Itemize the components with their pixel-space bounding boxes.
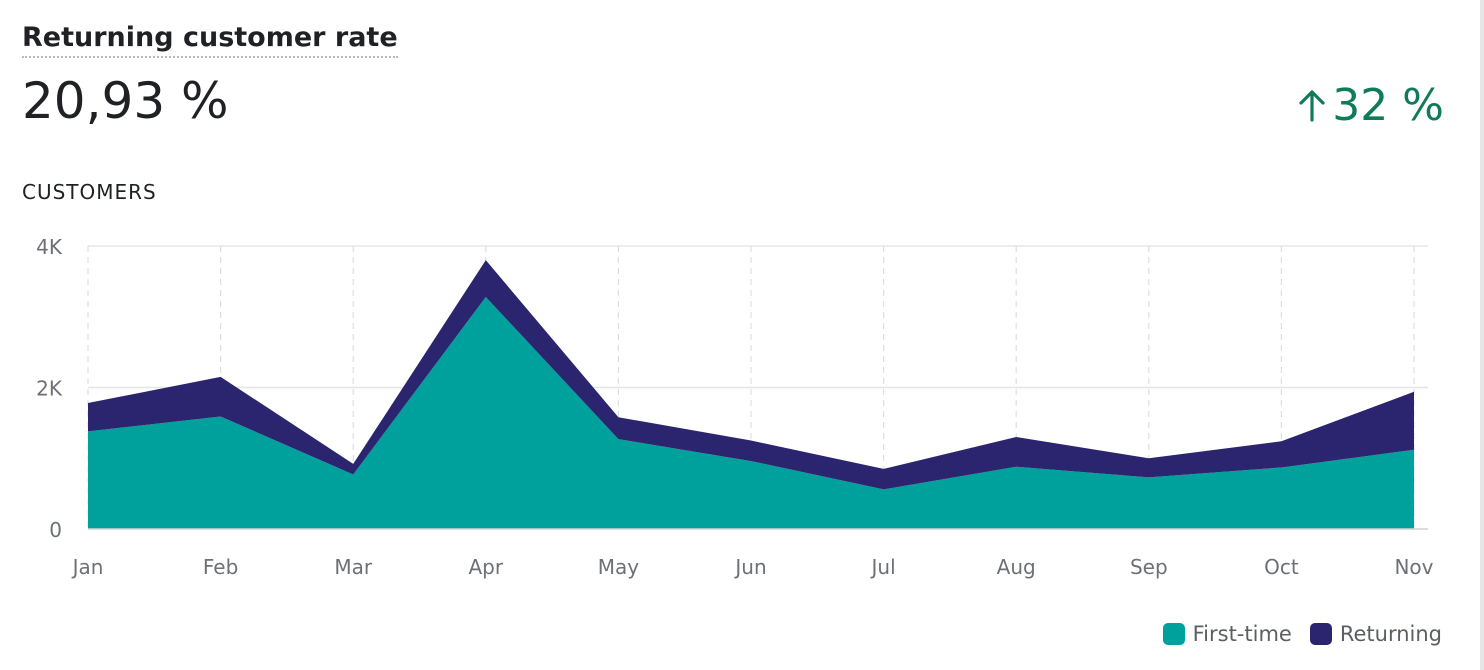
x-tick-label: Sep <box>1130 555 1168 579</box>
x-tick-label: Feb <box>203 555 238 579</box>
x-tick-label: Jan <box>71 555 104 579</box>
section-label: CUSTOMERS <box>22 180 157 204</box>
card-right-border <box>1480 0 1484 670</box>
chart-legend: First-time Returning <box>1145 622 1442 646</box>
x-tick-label: May <box>598 555 640 579</box>
x-tick-label: Nov <box>1394 555 1433 579</box>
legend-label-returning: Returning <box>1339 622 1442 646</box>
x-tick-label: Jun <box>733 555 766 579</box>
x-tick-label: Apr <box>468 555 503 579</box>
area-series-returning <box>88 260 1414 490</box>
metric-change: 32 % <box>1298 80 1444 131</box>
metric-value: 20,93 % <box>22 72 229 130</box>
legend-label-first-time: First-time <box>1192 622 1292 646</box>
y-tick-label: 0 <box>49 518 62 542</box>
legend-swatch-first-time <box>1162 623 1185 645</box>
x-tick-label: Mar <box>334 555 373 579</box>
x-tick-label: Oct <box>1264 555 1299 579</box>
legend-item-first-time[interactable]: First-time <box>1162 622 1292 646</box>
x-tick-label: Jul <box>870 555 896 579</box>
metric-title[interactable]: Returning customer rate <box>22 22 398 58</box>
legend-item-returning[interactable]: Returning <box>1309 622 1442 646</box>
arrow-up-icon <box>1299 89 1325 122</box>
area-series-first-time <box>88 296 1414 529</box>
y-tick-label: 4K <box>36 235 63 259</box>
y-tick-label: 2K <box>36 377 63 401</box>
x-tick-label: Aug <box>997 555 1036 579</box>
legend-swatch-returning <box>1309 623 1332 645</box>
metric-change-value: 32 % <box>1332 80 1444 131</box>
